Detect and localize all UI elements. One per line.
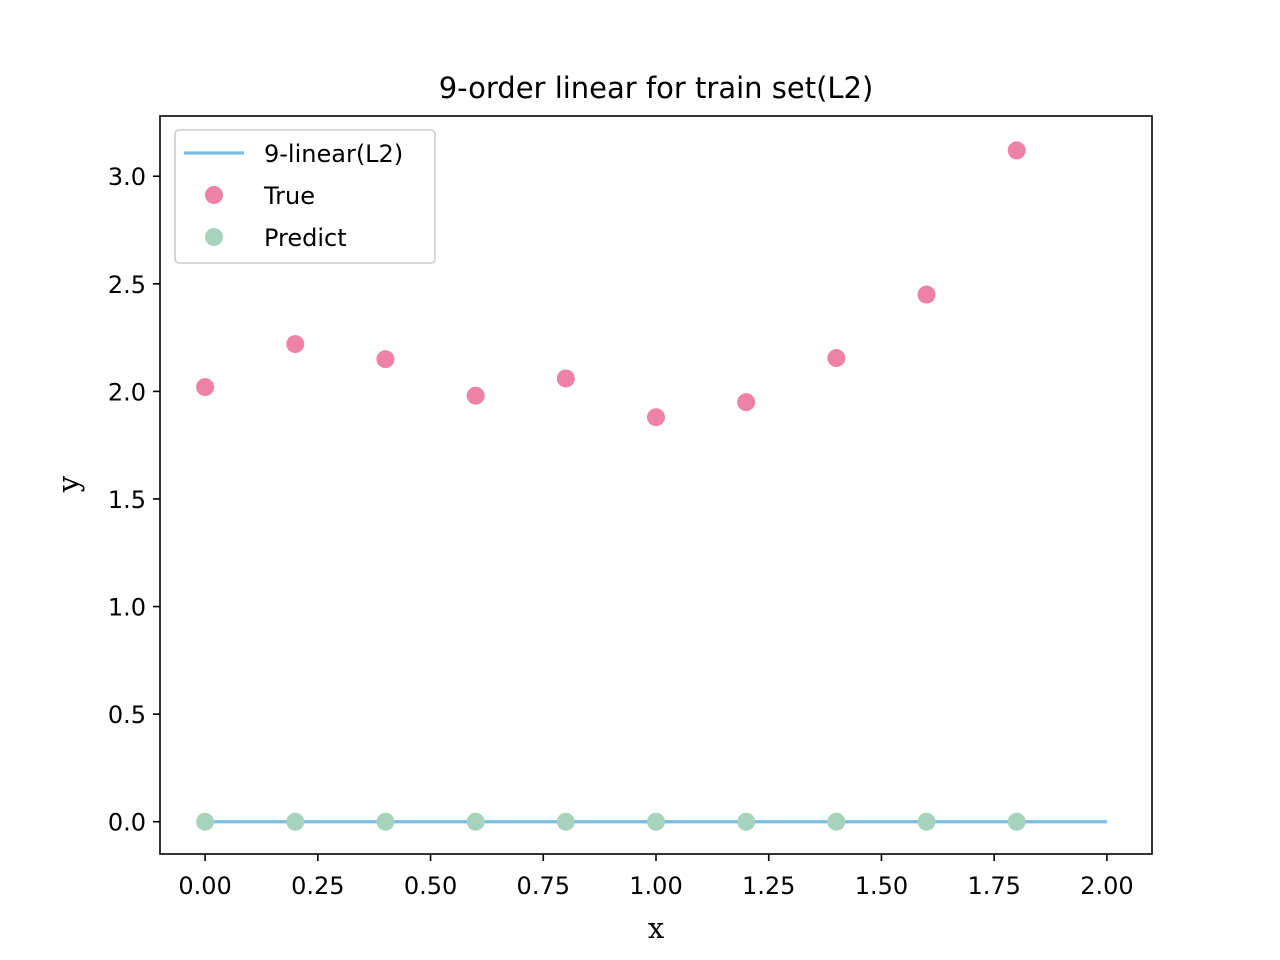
y-tick-label: 2.5 (108, 271, 146, 299)
x-tick-label: 1.25 (742, 872, 795, 900)
legend-entry: True (205, 182, 315, 210)
y-tick-label: 1.0 (108, 594, 146, 622)
x-tick-label: 1.75 (967, 872, 1020, 900)
x-tick-label: 0.00 (178, 872, 231, 900)
data-point (196, 812, 215, 831)
data-point (737, 393, 756, 412)
legend-marker-swatch (205, 186, 223, 204)
x-tick-label: 0.75 (517, 872, 570, 900)
y-tick-label: 1.5 (108, 486, 146, 514)
data-point (286, 812, 305, 831)
x-tick-label: 1.50 (855, 872, 908, 900)
data-point (827, 349, 846, 368)
legend-marker-swatch (205, 228, 223, 246)
y-tick-label: 0.5 (108, 701, 146, 729)
data-point (556, 812, 575, 831)
data-point (376, 812, 395, 831)
y-tick-label: 3.0 (108, 163, 146, 191)
data-point (647, 408, 665, 427)
legend-label: True (263, 182, 315, 210)
data-point (466, 386, 485, 405)
series-1 (196, 141, 1026, 427)
axis-ticks: 0.00 0.25 0.50 0.75 1.00 1.25 1.50 1.75 2.00 0.0 0… (108, 163, 1134, 900)
plot-area (196, 141, 1107, 831)
data-point (737, 812, 756, 831)
y-axis-label: y (51, 475, 85, 493)
data-point (917, 812, 936, 831)
legend: 9-linear(L2) True Predict (174, 129, 436, 264)
legend-box (174, 129, 436, 264)
x-tick-label: 1.00 (629, 872, 682, 900)
legend-label: Predict (264, 224, 347, 252)
data-point (1007, 141, 1026, 160)
y-tick-label: 0.0 (108, 809, 146, 837)
data-point (556, 369, 575, 388)
x-tick-label: 0.50 (404, 872, 457, 900)
legend-label: 9-linear(L2) (264, 140, 403, 168)
data-point (917, 285, 936, 304)
y-tick-label: 2.0 (108, 378, 146, 406)
data-point (466, 812, 485, 831)
chart-title: 9-order linear for train set(L2) (439, 71, 874, 105)
legend-entry: Predict (205, 224, 347, 252)
data-point (1007, 812, 1026, 831)
data-point (827, 812, 846, 831)
legend-entry: 9-linear(L2) (184, 140, 403, 168)
data-point (376, 350, 395, 369)
x-tick-label: 2.00 (1080, 872, 1133, 900)
x-axis-label: x (648, 911, 664, 945)
data-point (196, 378, 215, 397)
data-point (647, 812, 665, 831)
series-2 (196, 812, 1026, 831)
x-tick-label: 0.25 (291, 872, 344, 900)
data-point (286, 335, 305, 354)
